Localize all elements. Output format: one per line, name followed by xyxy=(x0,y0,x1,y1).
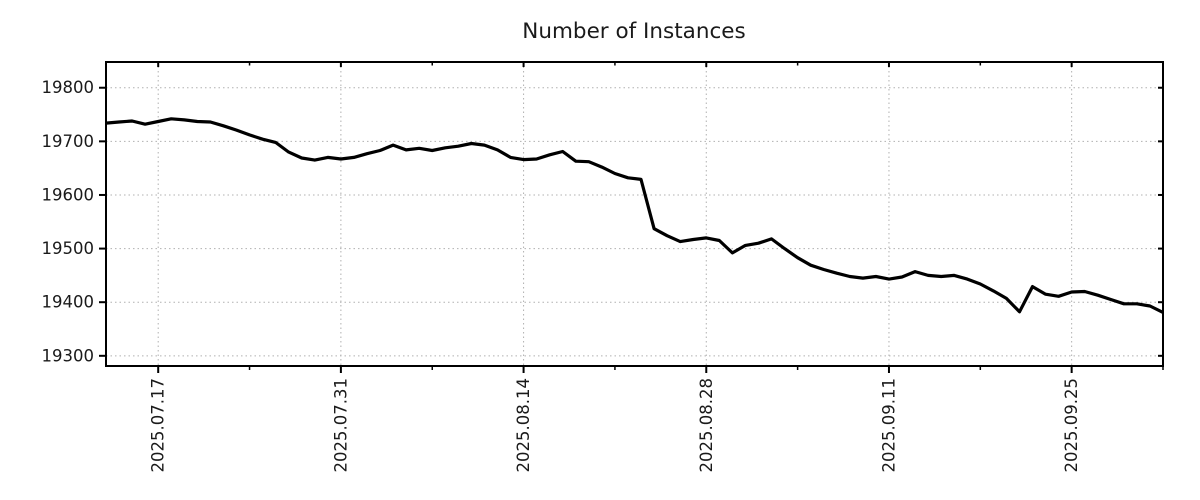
axis-layer xyxy=(99,61,1164,373)
y-tick-label: 19300 xyxy=(42,346,95,365)
x-tick-label: 2025.09.11 xyxy=(879,378,898,472)
y-tick-label: 19700 xyxy=(42,132,95,151)
chart-title: Number of Instances xyxy=(522,19,745,44)
x-tick-label: 2025.08.14 xyxy=(514,378,533,472)
series-layer xyxy=(105,117,1164,314)
x-tick-label: 2025.07.31 xyxy=(331,378,350,472)
y-tick-label: 19500 xyxy=(42,239,95,258)
x-tick-label: 2025.09.25 xyxy=(1062,378,1081,472)
y-tick-label: 19600 xyxy=(42,185,95,204)
plot-border xyxy=(105,61,1164,367)
y-tick-label: 19800 xyxy=(42,78,95,97)
y-tick-label: 19400 xyxy=(42,293,95,312)
label-layer: 19300 19400 19500 19600 19700 19800 2025.07.17… xyxy=(42,78,1082,472)
x-tick-label: 2025.07.17 xyxy=(149,378,168,472)
series-line xyxy=(105,117,1164,314)
grid-layer xyxy=(106,62,1163,366)
x-tick-label: 2025.08.28 xyxy=(697,378,716,472)
